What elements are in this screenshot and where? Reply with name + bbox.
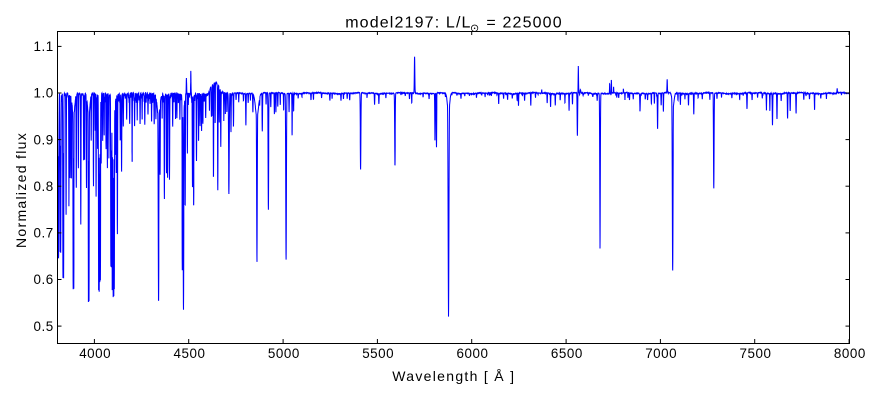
svg-text:5000: 5000 xyxy=(268,346,300,361)
svg-text:5500: 5500 xyxy=(362,346,394,361)
svg-text:Normalized flux: Normalized flux xyxy=(13,132,29,248)
svg-text:model2197: L/L: model2197: L/L xyxy=(345,14,471,31)
svg-text:1.0: 1.0 xyxy=(34,86,54,101)
svg-text:Wavelength [ Å ]: Wavelength [ Å ] xyxy=(392,368,515,384)
svg-text:0.8: 0.8 xyxy=(34,179,54,194)
svg-text:0.7: 0.7 xyxy=(34,226,54,241)
svg-text:8000: 8000 xyxy=(834,346,866,361)
svg-text:0.9: 0.9 xyxy=(34,132,54,147)
svg-text:7000: 7000 xyxy=(645,346,677,361)
svg-text:7500: 7500 xyxy=(740,346,772,361)
svg-text:0.6: 0.6 xyxy=(34,272,54,287)
svg-text:4000: 4000 xyxy=(79,346,111,361)
svg-text:4500: 4500 xyxy=(174,346,206,361)
svg-text:0.5: 0.5 xyxy=(34,319,54,334)
svg-text:= 225000: = 225000 xyxy=(486,14,562,31)
svg-text:6000: 6000 xyxy=(457,346,489,361)
svg-text:1.1: 1.1 xyxy=(34,39,54,54)
svg-text:6500: 6500 xyxy=(551,346,583,361)
